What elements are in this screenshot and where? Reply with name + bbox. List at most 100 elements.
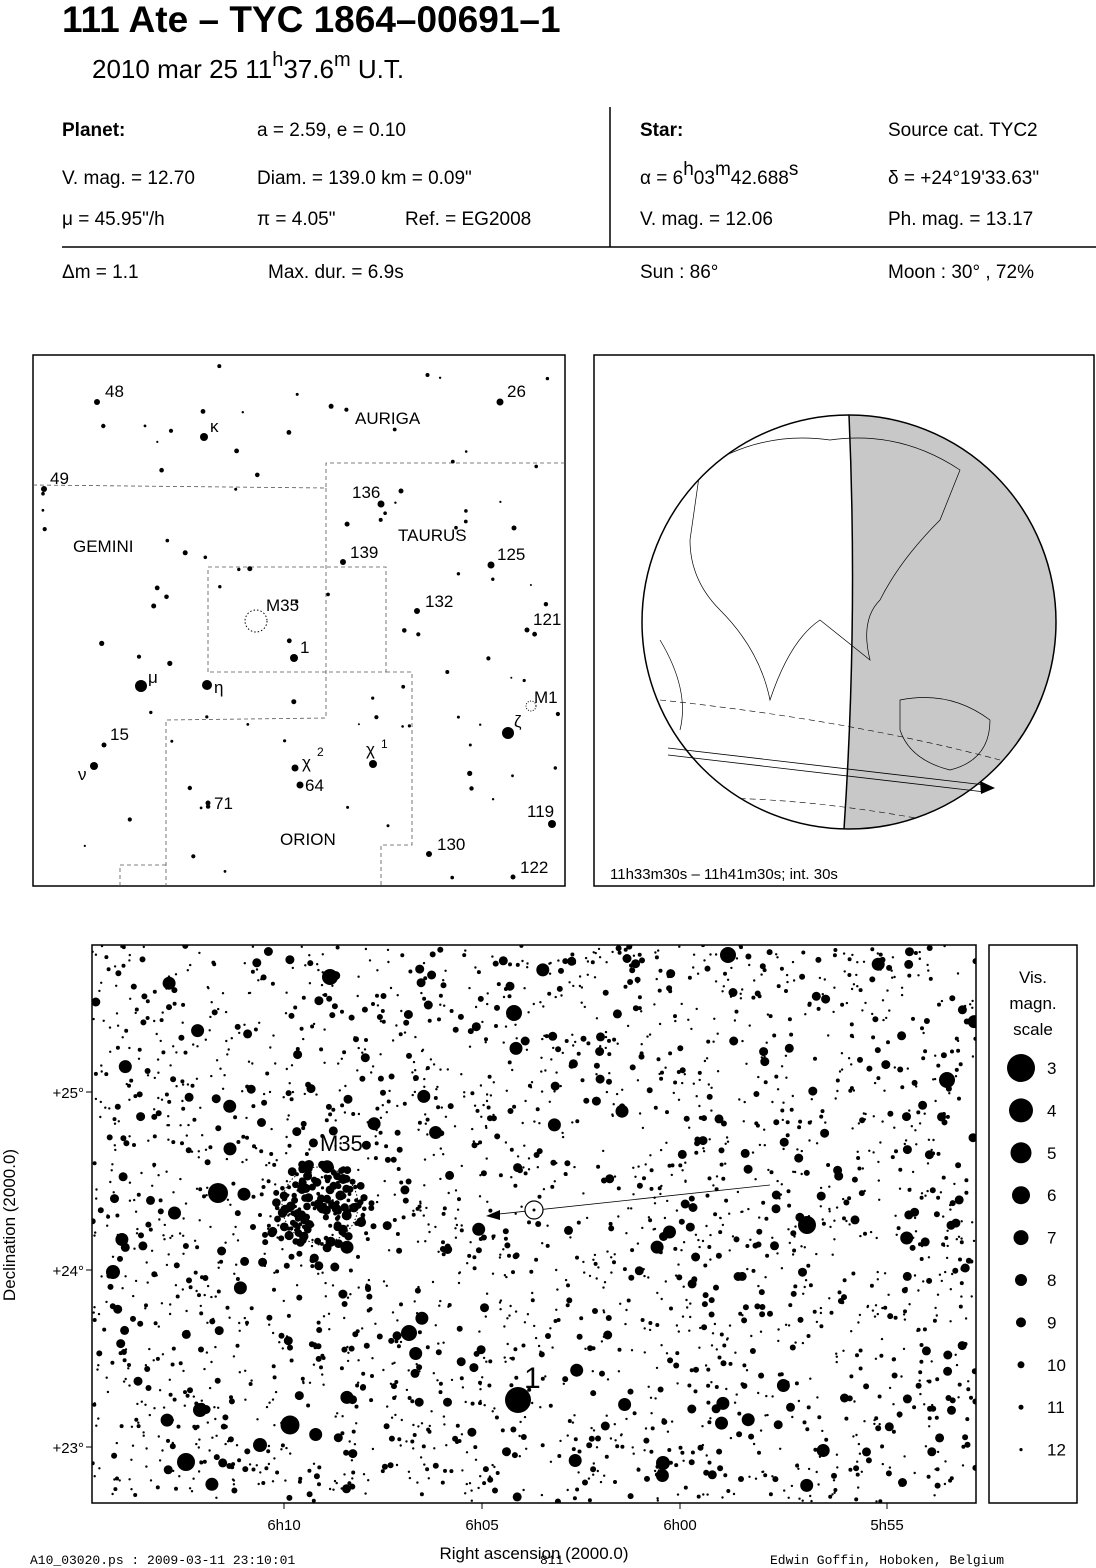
star [851,953,854,957]
star [897,1031,907,1041]
star [479,1383,482,1386]
star [748,1475,751,1479]
star [784,1054,788,1058]
star [224,1241,227,1244]
star [961,1444,966,1449]
star [771,1475,774,1478]
star [240,1256,250,1266]
star [926,945,933,951]
star [399,1302,403,1307]
star [771,1190,781,1200]
star [238,1321,241,1325]
star [638,1112,642,1115]
star [716,1070,720,1073]
star [261,1481,266,1485]
star [484,1037,488,1042]
star [600,1421,610,1431]
star [128,1181,132,1184]
star [257,979,260,982]
star [815,1470,818,1474]
star [432,1372,435,1375]
star [656,1057,661,1062]
star [463,1095,466,1098]
star [281,1347,284,1350]
star [938,1273,942,1276]
star [858,1313,862,1317]
star [166,1004,172,1011]
star [706,1093,713,1100]
star [705,1454,708,1457]
star [813,1447,818,1452]
star [274,1062,277,1065]
star [754,1303,761,1310]
star [697,1070,702,1075]
star [181,1021,184,1024]
star [863,1231,867,1236]
star [234,1023,241,1030]
star [323,1061,326,1065]
star [175,1294,180,1299]
globe-panel: 11h33m30s – 11h41m30s; int. 30s [593,354,1095,887]
star [668,989,673,994]
star [514,1212,517,1215]
star [145,1261,148,1264]
star [634,1266,644,1276]
star [280,1448,283,1451]
star [934,1054,937,1057]
star [926,1189,929,1193]
star [722,1343,727,1348]
star [559,1084,562,1088]
star [602,1286,605,1289]
star [593,1062,600,1069]
star [903,1455,906,1458]
star [797,1125,802,1130]
star [824,1437,829,1442]
star [837,1290,842,1295]
star [425,1467,430,1472]
star [457,1013,464,1020]
star [486,992,489,995]
star [592,1258,595,1262]
field: Diam. = 139.0 km = 0.09" [257,168,472,189]
star [933,1494,936,1497]
star [615,1092,619,1096]
star [332,1488,335,1491]
star [654,951,657,954]
star [138,1232,144,1239]
star [394,1129,401,1136]
star [626,1024,630,1028]
star [197,1293,201,1298]
terminator [843,414,854,830]
star [434,1324,437,1327]
star [142,1434,145,1437]
star-label: 1 [381,737,388,751]
star [516,1155,520,1158]
star [964,1178,969,1183]
star [614,1439,617,1442]
star [467,1028,474,1035]
star [655,1469,669,1482]
star [426,851,432,857]
label: Planet: [62,120,125,141]
star [471,1022,481,1032]
star [966,1387,971,1392]
star [233,1272,236,1276]
star [422,996,427,1001]
star [215,1496,218,1500]
star [237,1458,242,1463]
star [376,969,379,972]
star [958,1304,963,1309]
star [238,1031,241,1035]
star [841,1294,847,1301]
star [600,1340,604,1343]
star [643,1449,646,1452]
star [396,1247,403,1254]
star [656,1497,659,1500]
star [395,1463,399,1467]
star [233,1103,236,1106]
star [715,1175,719,1178]
star [806,1405,811,1410]
star [714,953,718,956]
star [934,1468,937,1471]
star [380,1469,385,1474]
